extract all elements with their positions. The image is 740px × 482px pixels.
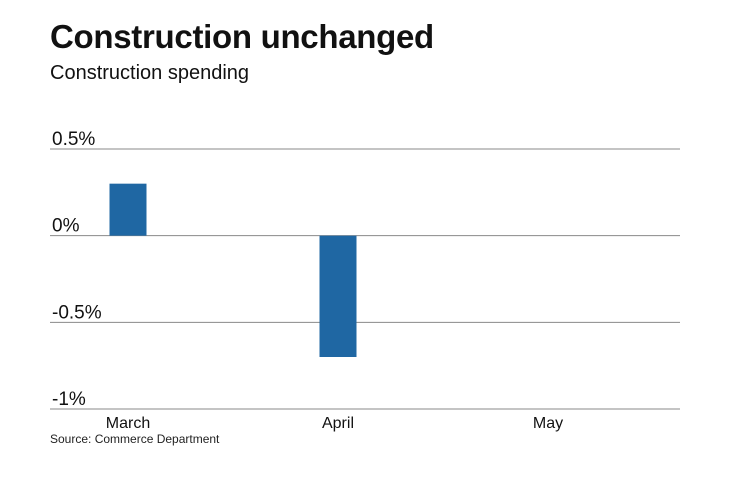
x-category-label: May <box>533 415 563 432</box>
x-category-label: March <box>106 415 150 432</box>
y-tick-label: -0.5% <box>52 302 102 323</box>
y-tick-label: -1% <box>52 389 86 410</box>
chart-title: Construction unchanged <box>50 18 434 55</box>
y-tick-label: 0.5% <box>52 129 95 150</box>
source-note: Source: Commerce Department <box>50 432 220 446</box>
bar-march <box>109 183 147 236</box>
y-tick-label: 0% <box>52 216 80 237</box>
x-category-label: April <box>322 415 354 432</box>
chart-subtitle: Construction spending <box>50 62 250 84</box>
bar-april <box>319 235 357 357</box>
